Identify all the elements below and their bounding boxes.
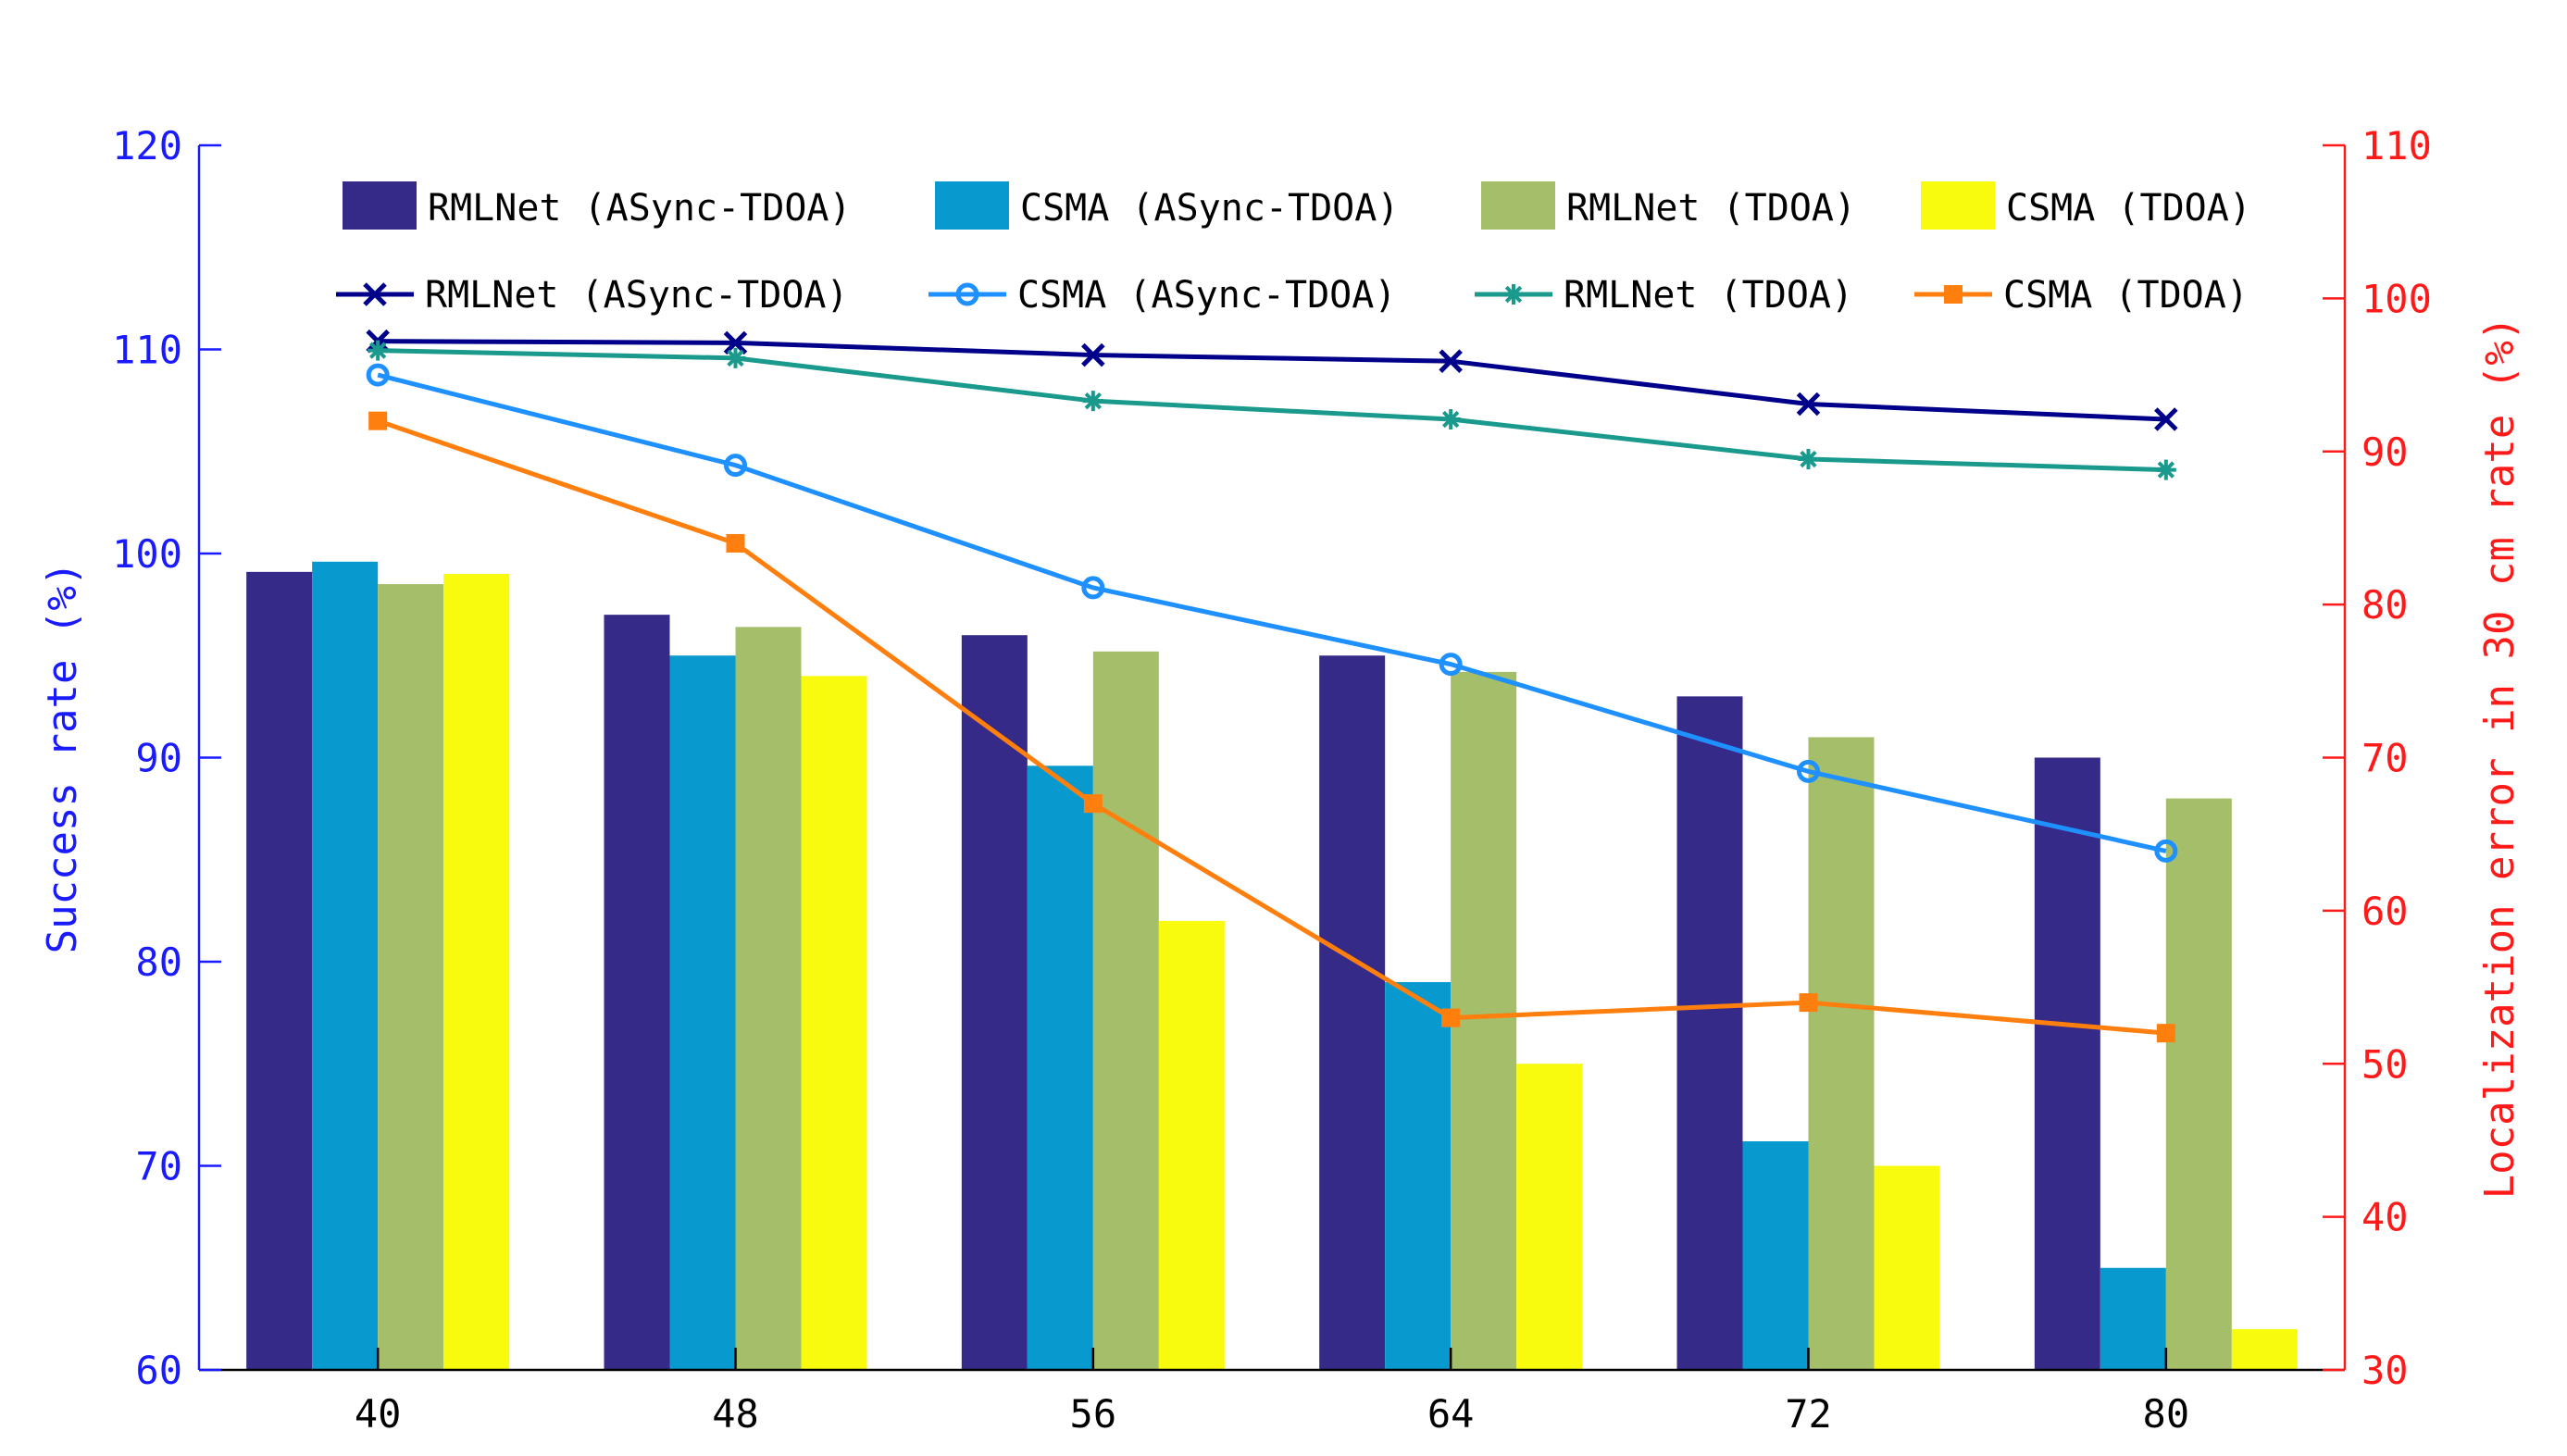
left-tick-label: 70: [135, 1144, 182, 1189]
right-tick-label: 40: [2361, 1195, 2409, 1240]
line-point: [1797, 759, 1820, 783]
line-point: [1796, 392, 1821, 417]
line-point: [1439, 653, 1463, 677]
left-tick-label: 90: [135, 736, 182, 781]
line-point: [1083, 794, 1103, 814]
bar: [1027, 765, 1093, 1370]
bar: [1451, 671, 1517, 1370]
series-line: [377, 418, 2167, 1036]
lines-layer: [366, 329, 2178, 1043]
right-tick-label: 30: [2361, 1348, 2409, 1393]
legend-swatch: [935, 181, 1009, 230]
series-line: [378, 348, 2166, 473]
bar: [246, 571, 313, 1370]
line-point: [726, 533, 745, 553]
bar: [604, 615, 670, 1370]
left-tick-label: 110: [112, 328, 182, 373]
bars-layer: [246, 561, 2298, 1370]
line-point: [1798, 449, 1819, 470]
legend: RMLNet (ASync-TDOA) CSMA (ASync-TDOA) RMLN…: [336, 181, 2251, 317]
bar: [1092, 651, 1159, 1370]
bar: [801, 676, 867, 1370]
line-point: [2155, 459, 2176, 480]
legend-swatch: [1481, 181, 1555, 230]
bar: [1874, 1165, 1940, 1370]
bar: [1742, 1141, 1809, 1370]
legend-swatch: [1921, 181, 1995, 230]
x-tick-label: 48: [712, 1391, 759, 1437]
x-tick-label: 64: [1427, 1391, 1475, 1437]
line-point: [1440, 409, 1462, 430]
legend-swatch: [343, 181, 417, 230]
right-tick-label: 70: [2361, 736, 2409, 781]
left-axis-title: Success rate (%): [39, 562, 86, 954]
line-point: [2154, 407, 2178, 431]
left-tick-label: 80: [135, 940, 182, 985]
right-tick-label: 110: [2361, 123, 2432, 168]
line-point: [1799, 993, 1818, 1013]
x-tick-label: 72: [1785, 1391, 1832, 1437]
x-tick-label: 40: [355, 1391, 402, 1437]
right-tick-label: 60: [2361, 889, 2409, 934]
left-tick-label: 120: [112, 123, 182, 168]
legend-label: RMLNet (ASync-TDOA): [425, 274, 849, 317]
bar: [1808, 737, 1875, 1370]
bar: [2034, 757, 2100, 1370]
left-tick-label: 60: [135, 1348, 182, 1393]
line-point: [368, 411, 388, 430]
right-tick-label: 90: [2361, 429, 2409, 475]
legend-label: CSMA (ASync-TDOA): [1020, 187, 1399, 230]
line-point: [1081, 342, 1105, 367]
line-point: [1944, 285, 1963, 304]
bar: [312, 561, 379, 1370]
line-point: [724, 454, 747, 478]
series-line: [378, 339, 2166, 422]
legend-label: RMLNet (TDOA): [1564, 274, 1853, 317]
line-point: [725, 347, 746, 368]
line-point: [366, 363, 390, 387]
left-tick-label: 100: [112, 531, 182, 577]
line-point: [1082, 391, 1103, 412]
legend-label: CSMA (TDOA): [2006, 187, 2251, 230]
line-point: [955, 282, 979, 306]
legend-label: CSMA (TDOA): [2003, 274, 2249, 317]
series-line: [377, 372, 2167, 853]
bar: [2231, 1328, 2298, 1370]
line-point: [1439, 349, 1463, 373]
bar: [669, 655, 736, 1370]
legend-label: CSMA (ASync-TDOA): [1017, 274, 1396, 317]
legend-label: RMLNet (TDOA): [1566, 187, 1856, 230]
bar: [1676, 696, 1743, 1370]
x-tick-label: 80: [2143, 1391, 2190, 1437]
bar: [1516, 1064, 1583, 1370]
bar: [2100, 1267, 2166, 1370]
line-point: [363, 282, 387, 306]
right-tick-label: 50: [2361, 1041, 2409, 1087]
line-point: [1441, 1008, 1461, 1027]
bar: [378, 584, 444, 1370]
bar: [2165, 798, 2232, 1370]
line-point: [2156, 1024, 2175, 1043]
right-tick-label: 100: [2361, 276, 2432, 321]
line-point: [723, 330, 748, 355]
x-tick-label: 56: [1070, 1391, 1117, 1437]
bar: [735, 627, 802, 1370]
bar: [1385, 982, 1452, 1370]
bar: [1319, 655, 1386, 1370]
right-tick-label: 80: [2361, 582, 2409, 628]
right-axis-title: Localization error in 30 cm rate (%): [2476, 317, 2523, 1200]
line-point: [2154, 839, 2178, 863]
line-point: [1081, 576, 1105, 600]
bar: [1158, 920, 1225, 1370]
line-point: [1503, 284, 1524, 305]
legend-label: RMLNet (ASync-TDOA): [428, 187, 852, 230]
axes-layer: 60 70 80 90 100 110 120 30 40 50 60 70 80 90 100 110 40 4…: [39, 123, 2523, 1437]
line-point: [368, 340, 389, 361]
bar: [961, 635, 1028, 1370]
bar: [443, 574, 510, 1370]
